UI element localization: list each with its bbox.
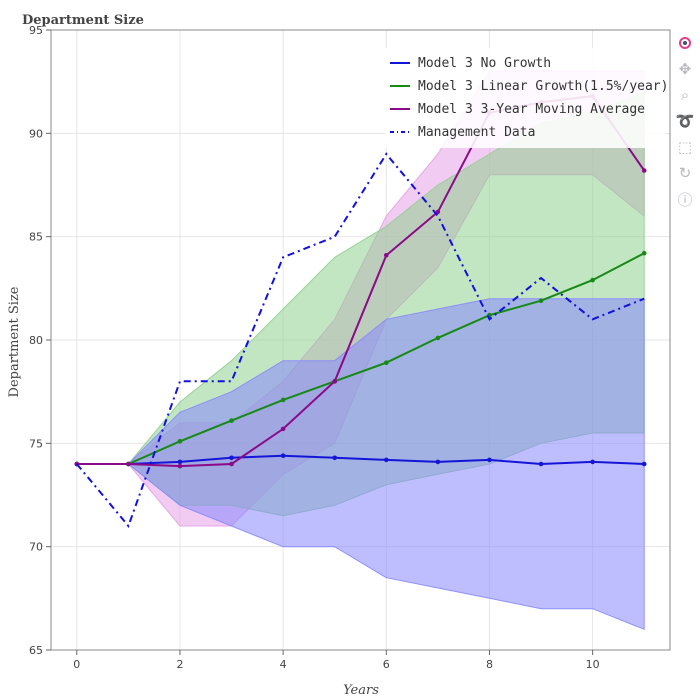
data-point — [641, 168, 647, 173]
reset-icon[interactable]: ↻ — [678, 164, 692, 182]
data-point — [538, 298, 544, 304]
modebar: ✥ ⌕ ➰ ⬚ ↻ ⓘ — [674, 30, 696, 212]
legend-box — [385, 48, 665, 148]
data-point — [641, 461, 647, 467]
series-line — [76, 454, 645, 466]
zoom-icon[interactable]: ⌕ — [680, 86, 690, 104]
x-tick-label: 10 — [586, 658, 600, 671]
data-point — [383, 457, 389, 463]
data-point — [590, 459, 595, 465]
data-point — [435, 209, 441, 215]
data-point — [126, 461, 131, 467]
data-point — [280, 453, 286, 459]
data-point — [177, 438, 183, 444]
x-tick-label: 6 — [383, 658, 390, 671]
legend-label: Model 3 No Growth — [418, 56, 551, 71]
data-point — [332, 455, 338, 461]
data-point — [229, 455, 234, 461]
y-tick-label: 80 — [29, 334, 43, 347]
data-point — [538, 461, 544, 467]
data-point — [435, 335, 441, 341]
legend[interactable]: Model 3 No Growth Model 3 Linear Growth(1… — [385, 48, 668, 148]
series-line — [76, 252, 645, 465]
pan-icon[interactable]: ✥ — [678, 60, 692, 78]
data-point — [383, 360, 389, 366]
x-tick-label: 0 — [73, 658, 80, 671]
y-axis-label: Department Size — [7, 286, 22, 397]
data-point — [177, 463, 183, 469]
y-tick-label: 95 — [29, 24, 43, 37]
x-tick-label: 4 — [280, 658, 287, 671]
data-point — [641, 250, 647, 256]
axes: 0 2 4 6 8 10 65 70 75 80 85 90 95 — [29, 24, 671, 671]
legend-label: Management Data — [418, 125, 535, 140]
y-tick-label: 85 — [29, 231, 43, 244]
lasso-icon[interactable]: ➰ — [675, 112, 695, 130]
data-point — [280, 397, 286, 403]
help-icon[interactable]: ⓘ — [677, 190, 693, 209]
data-point — [435, 459, 441, 465]
y-tick-label: 75 — [29, 437, 43, 450]
select-icon[interactable]: ⬚ — [677, 138, 693, 156]
y-tick-label: 70 — [29, 541, 43, 554]
data-point — [487, 457, 492, 463]
data-point — [229, 418, 234, 423]
x-tick-label: 8 — [486, 658, 493, 671]
data-point — [383, 252, 389, 258]
series-line — [76, 152, 645, 528]
legend-label: Model 3 Linear Growth(1.5%/year) — [418, 79, 668, 94]
legend-label: Model 3 3-Year Moving Average — [418, 102, 645, 117]
y-tick-label: 65 — [29, 644, 43, 657]
x-tick-label: 2 — [176, 658, 183, 671]
y-tick-label: 90 — [29, 127, 43, 140]
data-point — [280, 426, 286, 432]
plotly-logo-icon[interactable] — [674, 30, 696, 56]
data-point — [229, 461, 234, 467]
chart-title: Department Size — [22, 13, 144, 28]
x-axis-label: Years — [343, 683, 379, 698]
data-point — [332, 379, 338, 384]
confidence-bands — [76, 70, 645, 631]
data-point — [590, 277, 595, 283]
data-point — [177, 459, 183, 465]
